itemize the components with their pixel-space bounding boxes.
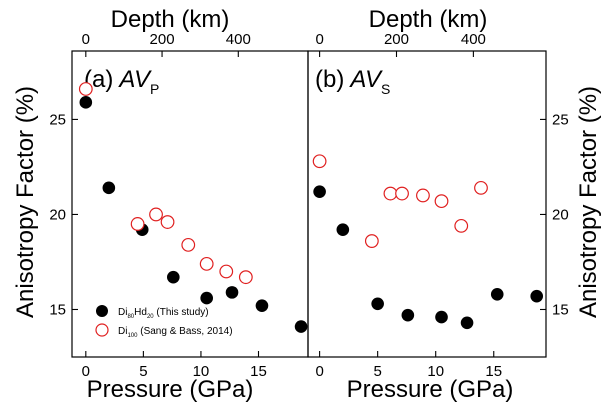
x-tick-label: 10 xyxy=(427,363,444,380)
data-point-this-study xyxy=(313,185,326,198)
data-point-this-study xyxy=(460,316,474,330)
data-point-sang-bass xyxy=(130,217,145,231)
panel-b-label: (b) AVS xyxy=(315,66,390,97)
top-x-tick-label: 0 xyxy=(82,31,90,48)
y-axis-title-left: Anisotropy Factor (%) xyxy=(12,86,39,318)
top-axis-title-left: Depth (km) xyxy=(111,6,230,33)
top-x-tick-label: 400 xyxy=(461,31,486,48)
x-tick-label: 0 xyxy=(315,363,323,380)
legend-label-sang-bass: Di100 (Sang & Bass, 2014) xyxy=(118,326,233,339)
data-point-this-study xyxy=(102,181,116,195)
data-point-sang-bass xyxy=(238,270,253,285)
y-tick-label: 25 xyxy=(49,111,66,128)
data-point-sang-bass xyxy=(434,194,449,209)
legend-label-this-study: Di80Hd20 (This study) xyxy=(118,307,209,320)
data-point-this-study xyxy=(336,223,350,236)
data-point-this-study xyxy=(225,286,239,299)
y-tick-label: 20 xyxy=(552,206,569,223)
data-point-sang-bass xyxy=(149,207,163,222)
top-x-tick-label: 0 xyxy=(315,31,323,48)
data-point-this-study xyxy=(294,320,308,333)
legend-marker-sang-bass xyxy=(95,323,109,337)
panel-a-label: (a) AVP xyxy=(84,66,159,97)
x-tick-label: 15 xyxy=(485,363,502,380)
data-point-sang-bass xyxy=(395,186,409,201)
data-point-sang-bass xyxy=(383,186,398,201)
x-tick-label: 5 xyxy=(373,363,381,380)
legend: Di80Hd20 (This study) Di100 (Sang & Bass… xyxy=(95,305,233,339)
data-point-this-study xyxy=(490,287,504,301)
legend-marker-this-study xyxy=(96,305,108,317)
data-point-this-study xyxy=(401,308,415,322)
top-axis-title-right: Depth (km) xyxy=(369,6,488,33)
data-point-sang-bass xyxy=(416,188,430,203)
data-point-sang-bass xyxy=(160,215,175,229)
x-axis-title-right: Pressure (GPa) xyxy=(347,376,514,403)
x-tick-label: 15 xyxy=(250,363,267,380)
y-axis-title-right: Anisotropy Factor (%) xyxy=(575,86,602,318)
panel-b-frame xyxy=(307,50,547,358)
ticks-layer: 0 5 10 15 0 200 400 15 20 25 0 5 10 15 0 200 400 15 20 25 xyxy=(49,31,568,380)
data-point-sang-bass xyxy=(364,234,379,248)
data-point-sang-bass xyxy=(199,256,214,271)
y-tick-label: 15 xyxy=(552,301,569,318)
y-tick-label: 25 xyxy=(552,111,569,128)
x-tick-label: 5 xyxy=(139,363,147,380)
data-point-sang-bass xyxy=(219,264,234,279)
x-tick-label: 10 xyxy=(193,363,210,380)
data-point-this-study xyxy=(435,310,448,324)
data-point-this-study xyxy=(371,297,384,311)
top-x-tick-label: 400 xyxy=(226,31,251,48)
top-x-tick-label: 200 xyxy=(384,31,409,48)
x-axis-title-left: Pressure (GPa) xyxy=(87,376,254,403)
data-point-this-study xyxy=(79,96,93,109)
data-point-sang-bass xyxy=(78,82,93,96)
y-tick-label: 20 xyxy=(49,206,66,223)
points-layer xyxy=(78,82,544,333)
top-x-tick-label: 200 xyxy=(150,31,175,48)
data-point-sang-bass xyxy=(474,180,488,195)
data-point-this-study xyxy=(167,270,180,284)
data-point-this-study xyxy=(200,291,213,305)
data-point-sang-bass xyxy=(181,237,196,252)
data-point-sang-bass xyxy=(454,218,469,233)
x-tick-label: 0 xyxy=(82,363,90,380)
data-point-this-study xyxy=(255,299,269,312)
y-tick-label: 15 xyxy=(49,301,66,318)
data-point-this-study xyxy=(530,289,544,303)
data-point-sang-bass xyxy=(312,154,327,169)
